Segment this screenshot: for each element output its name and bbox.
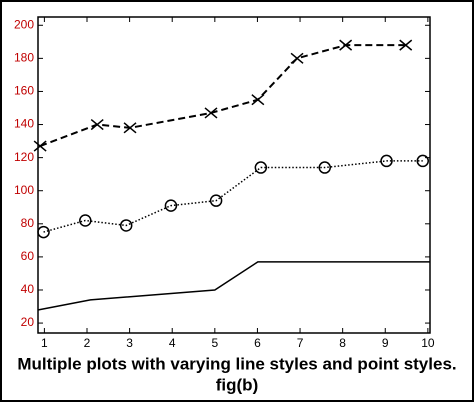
x-tick-label: 1	[41, 336, 48, 350]
y-tick-label: 160	[14, 84, 34, 98]
point-marker	[399, 39, 413, 51]
point-marker	[290, 52, 304, 64]
point-marker	[254, 161, 268, 174]
y-tick-label: 60	[21, 249, 35, 263]
point-marker	[90, 118, 104, 131]
point-marker	[119, 219, 133, 232]
point-marker	[164, 199, 178, 212]
y-tick-label: 180	[14, 51, 34, 65]
y-tick-label: 40	[21, 282, 35, 296]
point-marker	[318, 161, 332, 174]
x-tick-label: 3	[126, 336, 133, 350]
y-tick-label: 200	[14, 17, 34, 31]
x-tick-label: 10	[421, 336, 435, 350]
x-tick-label: 6	[254, 336, 261, 350]
x-tick-label: 9	[382, 336, 389, 350]
point-marker	[251, 94, 265, 106]
point-marker	[380, 154, 393, 168]
x-tick-label: 5	[211, 336, 218, 350]
y-tick-label: 140	[14, 117, 34, 131]
series-line	[39, 44, 406, 147]
point-marker	[209, 194, 223, 207]
y-tick-label: 120	[14, 150, 34, 164]
point-marker	[123, 122, 137, 134]
plot-area	[37, 16, 431, 334]
y-tick-label: 20	[21, 315, 35, 329]
x-tick-label: 8	[339, 336, 346, 350]
y-tick-label: 100	[14, 183, 34, 197]
x-tick-label: 7	[297, 336, 304, 350]
caption: Multiple plots with varying line styles …	[17, 354, 456, 373]
point-marker	[204, 107, 218, 119]
series-line	[38, 261, 430, 311]
figure-label: fig(b)	[216, 375, 258, 394]
point-marker	[33, 140, 47, 152]
y-tick-label: 80	[21, 216, 35, 230]
point-marker	[37, 225, 50, 239]
point-marker	[339, 39, 353, 51]
point-marker	[79, 214, 92, 227]
series-line	[43, 160, 423, 233]
x-tick-label: 2	[84, 336, 91, 350]
point-marker	[416, 154, 430, 168]
x-tick-label: 4	[169, 336, 176, 350]
